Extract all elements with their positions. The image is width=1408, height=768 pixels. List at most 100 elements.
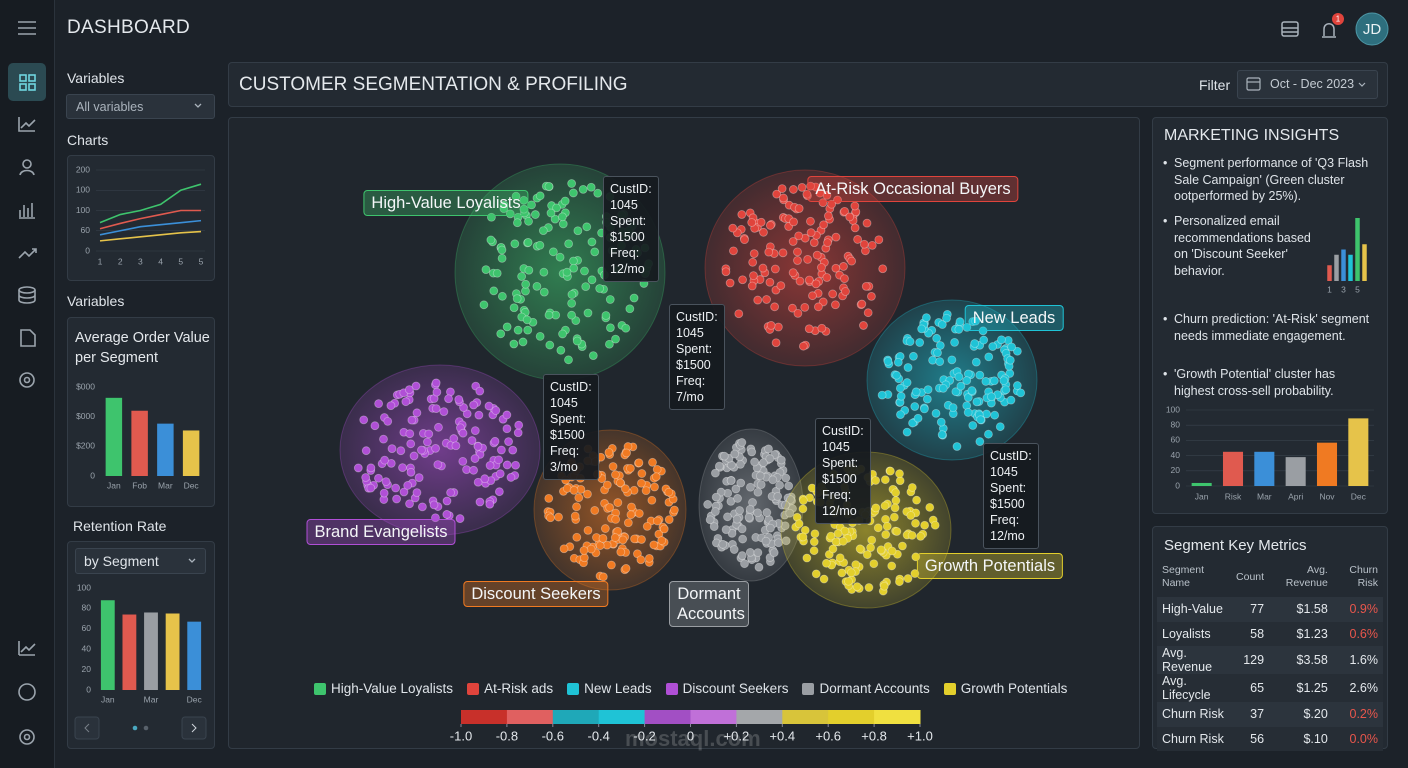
avatar[interactable] (1355, 12, 1389, 46)
cluster-dot (762, 295, 771, 304)
cluster-dot (737, 438, 747, 447)
cluster-dot (811, 569, 821, 579)
cluster-dot (818, 297, 828, 307)
cluster-dot (718, 539, 728, 549)
tooltip: CustID: 1045 Spent: $1500 Freq: 7/mo (669, 304, 725, 410)
cluster-dot (954, 325, 964, 334)
cluster-dot (711, 507, 720, 516)
cluster-dot (578, 184, 588, 194)
cluster-dot (473, 441, 483, 451)
cluster-dot (840, 206, 850, 216)
cluster-dot (535, 240, 545, 250)
cluster-dot (738, 275, 747, 285)
cluster-dot (794, 519, 804, 529)
tooltip-line: CustID: 1045 (610, 182, 652, 212)
cluster-dot (883, 356, 893, 366)
cluster-dot (806, 228, 816, 238)
cluster-dot (469, 465, 478, 475)
cluster-dot (455, 514, 465, 523)
cluster-dot (925, 503, 935, 512)
cluster-dot (967, 386, 977, 395)
cluster-dot (788, 268, 798, 278)
cluster-dot (613, 498, 623, 507)
cluster-dot (649, 540, 659, 550)
cluster-dot (984, 352, 994, 362)
cluster-dot (634, 458, 644, 468)
cluster-dot (955, 317, 965, 327)
cluster-dot (527, 200, 536, 210)
nav-settings-2[interactable] (19, 729, 35, 745)
cluster-dot (802, 189, 812, 199)
cluster-dot (932, 333, 942, 343)
table-cell: $.20 (1303, 707, 1328, 722)
apps-icon[interactable] (1281, 21, 1299, 37)
cluster-dot (764, 444, 773, 454)
tooltip: CustID: 1045 Spent: $1500 Freq: 12/mo (983, 443, 1039, 549)
date-icons (1246, 77, 1366, 91)
cluster-dot (462, 409, 472, 419)
cluster-dot (431, 443, 440, 453)
cluster-dot (892, 527, 902, 536)
table-cell: 56 (1250, 732, 1265, 747)
cluster-dot (738, 534, 748, 544)
cluster-dot (831, 232, 841, 242)
table-cell: $1.58 (1296, 602, 1328, 617)
cluster-dot (590, 506, 600, 515)
cluster-dot (895, 383, 905, 393)
nav-doc[interactable] (20, 329, 36, 347)
cluster-dot (990, 410, 1000, 420)
menu-icon[interactable] (18, 21, 36, 35)
cluster-dot (731, 484, 741, 494)
cluster-dot (723, 512, 732, 522)
cluster-dot (753, 548, 763, 558)
cluster-dot (544, 494, 554, 503)
cluster-dot (474, 410, 484, 420)
cluster-dot (502, 322, 512, 332)
nav-chart-2[interactable] (18, 641, 36, 656)
cluster-dot (545, 340, 555, 350)
nav-help[interactable] (18, 683, 36, 701)
cluster-dot (391, 483, 401, 493)
nav-trend[interactable] (18, 248, 37, 259)
cluster-dot (492, 268, 502, 278)
cluster-dot (981, 377, 991, 386)
nav-chart[interactable] (18, 117, 36, 132)
variables-dropdown[interactable]: All variables (66, 94, 215, 119)
cluster-dot (759, 458, 768, 468)
bell-icon[interactable] (1322, 23, 1336, 38)
tooltip-line: CustID: 1045 (676, 310, 718, 340)
section-label: Charts (67, 132, 109, 148)
cluster-dot (797, 182, 807, 192)
nav-settings[interactable] (19, 372, 35, 388)
cluster-dot (412, 408, 422, 418)
cluster-dot (582, 222, 592, 232)
cluster-dot (755, 471, 765, 481)
cluster-dot (583, 308, 593, 318)
cluster-dot (989, 376, 999, 386)
cluster-dot (781, 473, 791, 483)
cluster-dot (793, 308, 803, 318)
cluster-dot (777, 184, 787, 193)
cluster-dot (890, 503, 900, 513)
nav-bars[interactable] (19, 203, 35, 219)
cluster-dot (913, 413, 923, 423)
watermark: mostaql.com (625, 726, 761, 751)
nav-user[interactable] (22, 159, 32, 169)
table-row: Churn Risk 37 $.20 0.2% (1157, 702, 1383, 727)
cluster-dot (716, 487, 726, 497)
cluster-dot (919, 404, 929, 414)
cluster-dot (439, 407, 449, 417)
cluster-dot (823, 211, 833, 221)
cluster-label: Growth Potentials (916, 553, 1064, 579)
legend-item: High-Value Loyalists (314, 681, 453, 696)
cluster-dot (727, 528, 737, 538)
segment-dropdown[interactable]: by Segment (75, 548, 206, 574)
nav-active[interactable] (8, 63, 46, 101)
cluster-dot (764, 247, 774, 257)
cluster-dot (379, 434, 388, 444)
legend-label: At-Risk ads (484, 681, 554, 696)
cluster-dot (359, 415, 369, 425)
legend-item: Dormant Accounts (802, 681, 930, 696)
cluster-dot (952, 442, 962, 451)
